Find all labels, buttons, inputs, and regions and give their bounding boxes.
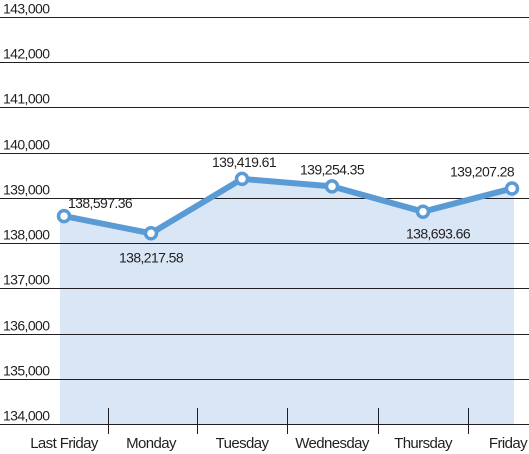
data-point-marker — [415, 204, 431, 219]
data-label: 138,217.58 — [119, 249, 184, 265]
data-point-marker — [143, 226, 159, 241]
y-tick-label: 142,000 — [3, 46, 50, 62]
y-tick-label: 136,000 — [3, 318, 50, 334]
data-point-marker — [504, 181, 520, 196]
data-label: 139,419.61 — [212, 154, 277, 170]
data-point-marker — [324, 179, 340, 194]
data-label: 139,254.35 — [300, 161, 365, 177]
data-point-marker — [234, 171, 250, 187]
series-line-layer — [61, 175, 515, 237]
x-tick-label: Wednesday — [295, 435, 370, 452]
data-label: 138,693.66 — [406, 226, 471, 242]
y-tick-label: 143,000 — [3, 1, 50, 17]
y-tick-label: 135,000 — [3, 363, 50, 379]
x-tick-label: Friday — [489, 435, 528, 452]
x-tick-label: Tuesday — [216, 435, 270, 452]
y-axis-tick-labels: 134,000 135,000 136,000 137,000 138,000 139,0… — [3, 1, 51, 424]
area-fill-layer — [60, 178, 514, 424]
series-area-fill — [60, 178, 514, 424]
x-axis-tick-labels: Last Friday Monday Tuesday Wednesday Thursda… — [30, 435, 529, 452]
y-tick-label: 140,000 — [3, 137, 50, 153]
y-tick-label: 134,000 — [3, 408, 50, 424]
data-label: 138,597.36 — [68, 195, 133, 211]
data-label: 139,207.28 — [450, 164, 515, 180]
x-tick-label: Monday — [126, 435, 177, 452]
category-tick-marks — [108, 408, 469, 434]
y-tick-label: 138,000 — [3, 227, 50, 243]
x-tick-label: Last Friday — [30, 435, 99, 452]
y-tick-label: 139,000 — [3, 182, 50, 198]
gridlines — [0, 17, 529, 425]
data-point-marker — [56, 208, 72, 224]
y-tick-label: 141,000 — [3, 91, 50, 107]
x-tick-label: Thursday — [394, 435, 453, 452]
data-labels: 138,597.36 138,217.58 139,419.61 139,254.35… — [68, 154, 515, 265]
y-tick-label: 137,000 — [3, 272, 50, 288]
series-line — [61, 175, 515, 237]
data-markers — [56, 171, 520, 241]
